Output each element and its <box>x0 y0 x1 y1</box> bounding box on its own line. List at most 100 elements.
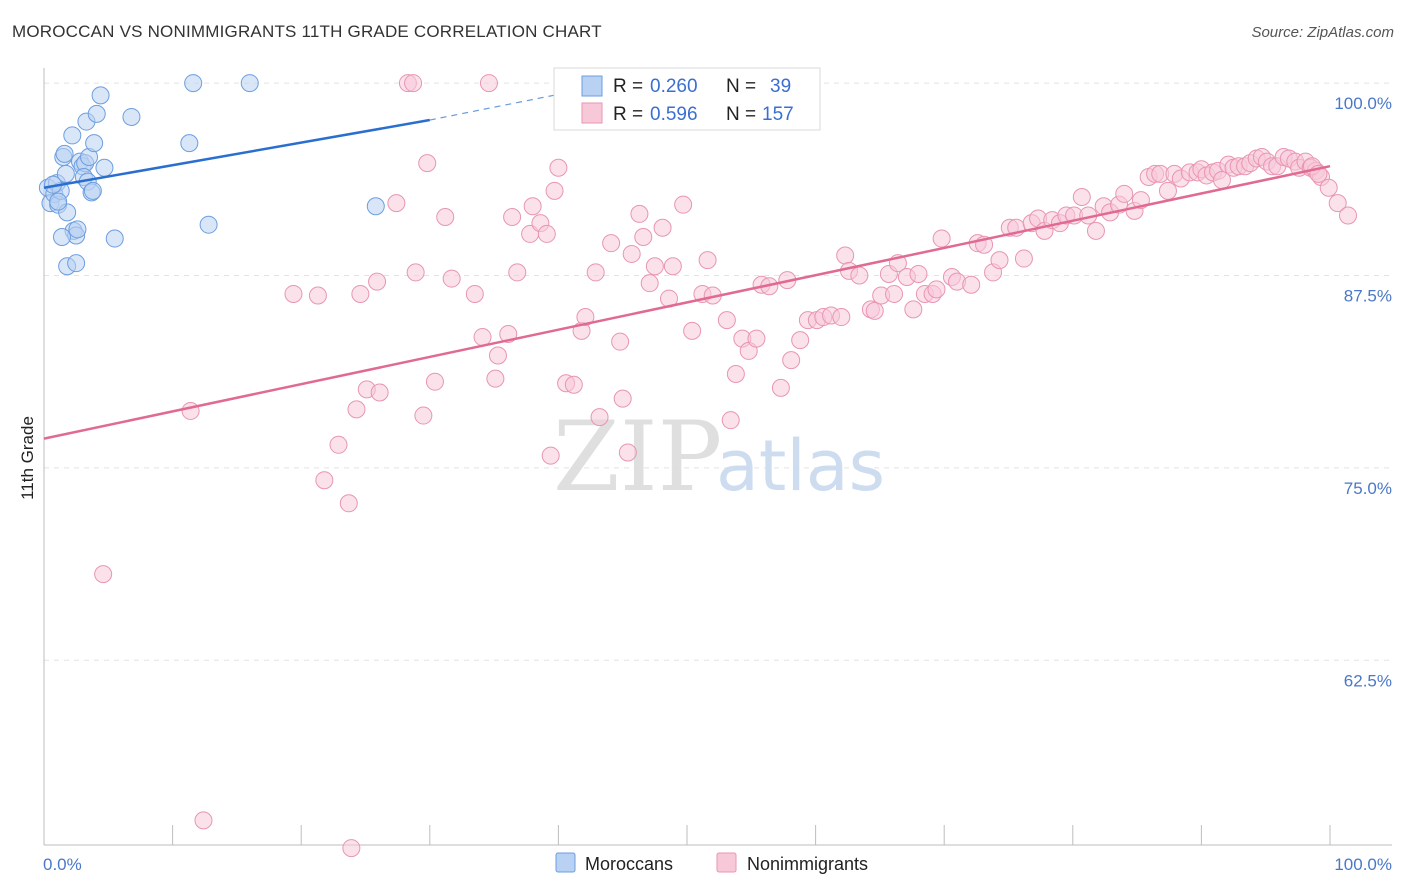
nonimmigrants-point <box>284 284 303 303</box>
nonimmigrants-point <box>436 208 455 226</box>
nonimmigrants-point <box>885 284 904 303</box>
moroccans-point <box>56 164 75 183</box>
nonimmigrants-point <box>537 224 556 243</box>
nonimmigrants-point <box>308 286 327 305</box>
nonimmigrants-point <box>618 443 637 462</box>
nonimmigrants-point <box>1115 184 1134 203</box>
nonimmigrants-point <box>1086 221 1105 240</box>
chart-source: Source: ZipAtlas.com <box>1251 24 1394 41</box>
nonimmigrants-point <box>663 257 682 276</box>
nonimmigrants-point <box>181 401 200 420</box>
nonimmigrants-point <box>329 435 348 454</box>
nonimmigrants-point <box>622 244 641 263</box>
nonimmigrants-point <box>1339 206 1358 225</box>
stats-legend: R = 0.260 N = 39 R = 0.596 N = 157 <box>553 67 821 131</box>
y-tick-label: 62.5% <box>1344 671 1392 690</box>
nonimmigrants-point <box>418 154 437 173</box>
y-tick-label: 100.0% <box>1334 94 1392 113</box>
nonimmigrants-point <box>442 269 461 288</box>
legend-r-label-1: R = <box>613 76 643 97</box>
chart-title: MOROCCAN VS NONIMMIGRANTS 11TH GRADE COR… <box>12 22 602 41</box>
moroccans-point <box>240 74 259 93</box>
nonimmigrants-point <box>1158 181 1177 200</box>
moroccans-point <box>105 229 124 248</box>
moroccans-point <box>180 134 199 153</box>
nonimmigrants-point <box>634 228 653 247</box>
nonimmigrants-point <box>962 275 981 294</box>
legend-n-value-2: 157 <box>762 104 794 125</box>
nonimmigrants-point <box>347 400 366 419</box>
series-legend: Moroccans Nonimmigrants <box>555 852 868 874</box>
nonimmigrants-point <box>351 284 370 303</box>
nonimmigrants-point <box>990 251 1009 270</box>
nonimmigrants-point <box>630 204 649 223</box>
nonimmigrants-point <box>370 383 389 402</box>
moroccans-point <box>87 104 106 123</box>
nonimmigrants-point <box>94 565 113 584</box>
watermark-atlas: atlas <box>716 425 885 507</box>
moroccans-point <box>55 144 74 163</box>
bottom-legend-swatch-nonimmigrants <box>716 852 737 873</box>
nonimmigrants-point <box>564 375 583 394</box>
bottom-legend-nonimmigrants: Nonimmigrants <box>747 854 868 874</box>
moroccans-trend-extension <box>429 88 585 121</box>
moroccans-point <box>53 228 72 247</box>
moroccans-point <box>68 220 87 239</box>
moroccans-point <box>199 215 218 234</box>
nonimmigrants-point <box>586 263 605 282</box>
nonimmigrants-points <box>94 74 1358 858</box>
x-tick-min: 0.0% <box>43 855 82 874</box>
nonimmigrants-point <box>850 266 869 285</box>
nonimmigrants-point <box>932 229 951 248</box>
nonimmigrants-point <box>909 264 928 283</box>
nonimmigrants-point <box>465 284 484 303</box>
nonimmigrants-point <box>645 257 664 276</box>
nonimmigrants-point <box>1072 187 1091 206</box>
nonimmigrants-point <box>479 74 498 93</box>
nonimmigrants-point <box>904 300 923 319</box>
moroccans-points <box>38 74 385 276</box>
legend-swatch-nonimmigrants <box>581 102 603 124</box>
nonimmigrants-point <box>927 280 946 299</box>
legend-n-label-2: N = <box>726 104 756 125</box>
nonimmigrants-point <box>836 246 855 265</box>
moroccans-trend-line <box>43 118 431 189</box>
y-tick-labels: 100.0% 87.5% 75.0% 62.5% <box>1334 94 1392 690</box>
moroccans-point <box>91 86 110 105</box>
nonimmigrants-point <box>865 301 884 320</box>
nonimmigrants-point <box>791 331 810 350</box>
nonimmigrants-point <box>613 389 632 408</box>
watermark-zip: ZIP <box>553 401 722 513</box>
y-tick-label: 87.5% <box>1344 286 1392 305</box>
nonimmigrants-point <box>653 218 672 237</box>
x-tick-max: 100.0% <box>1334 855 1392 874</box>
watermark: ZIP atlas <box>553 401 885 513</box>
nonimmigrants-point <box>721 411 740 430</box>
nonimmigrants-point <box>545 181 564 200</box>
nonimmigrants-point <box>683 321 702 340</box>
nonimmigrants-point <box>339 494 358 513</box>
nonimmigrants-point <box>414 406 433 425</box>
moroccans-point <box>122 107 141 126</box>
nonimmigrants-point <box>523 197 542 216</box>
moroccans-point <box>184 74 203 93</box>
moroccans-point <box>83 181 102 200</box>
bottom-legend-moroccans: Moroccans <box>585 854 673 874</box>
nonimmigrants-point <box>590 408 609 427</box>
legend-n-label-1: N = <box>726 76 756 97</box>
trend-lines <box>43 88 1331 440</box>
nonimmigrants-point <box>406 263 425 282</box>
nonimmigrants-point <box>473 328 492 347</box>
moroccans-point <box>67 254 86 273</box>
nonimmigrants-point <box>726 365 745 383</box>
nonimmigrants-point <box>404 74 423 93</box>
nonimmigrants-point <box>640 274 659 293</box>
moroccans-point <box>49 192 68 211</box>
nonimmigrants-point <box>832 308 851 327</box>
nonimmigrants-point <box>541 446 560 465</box>
nonimmigrants-point <box>674 195 693 214</box>
legend-swatch-moroccans <box>581 75 603 97</box>
moroccans-point <box>366 197 385 216</box>
nonimmigrants-point <box>771 378 790 397</box>
